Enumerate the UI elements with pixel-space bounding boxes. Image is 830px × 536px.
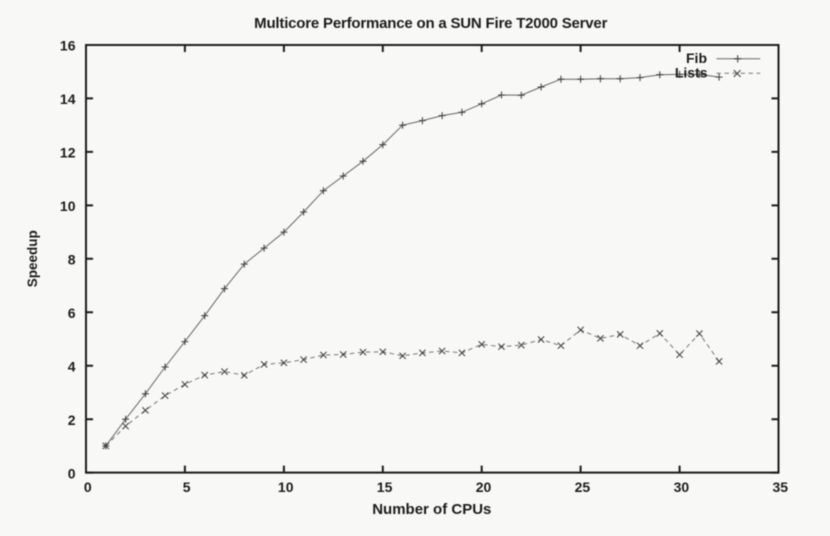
- svg-text:Multicore Performance on a SUN: Multicore Performance on a SUN Fire T200…: [254, 15, 607, 32]
- svg-text:2: 2: [68, 412, 76, 428]
- svg-text:6: 6: [68, 305, 76, 321]
- svg-text:8: 8: [68, 252, 76, 268]
- svg-text:25: 25: [575, 479, 591, 495]
- svg-text:0: 0: [68, 465, 76, 481]
- svg-text:Speedup: Speedup: [25, 230, 40, 287]
- svg-text:10: 10: [278, 479, 294, 495]
- svg-text:12: 12: [60, 145, 76, 161]
- svg-text:0: 0: [84, 479, 92, 495]
- svg-text:30: 30: [674, 479, 690, 495]
- svg-text:Fib: Fib: [686, 50, 707, 66]
- svg-text:Lists: Lists: [675, 64, 708, 80]
- svg-text:20: 20: [476, 479, 492, 495]
- svg-text:15: 15: [377, 479, 393, 495]
- svg-text:4: 4: [68, 358, 76, 374]
- svg-text:10: 10: [60, 198, 76, 214]
- svg-text:Number of CPUs: Number of CPUs: [372, 501, 491, 518]
- svg-text:35: 35: [773, 479, 789, 495]
- svg-text:16: 16: [60, 38, 76, 54]
- svg-text:5: 5: [183, 479, 191, 495]
- svg-text:14: 14: [60, 91, 76, 107]
